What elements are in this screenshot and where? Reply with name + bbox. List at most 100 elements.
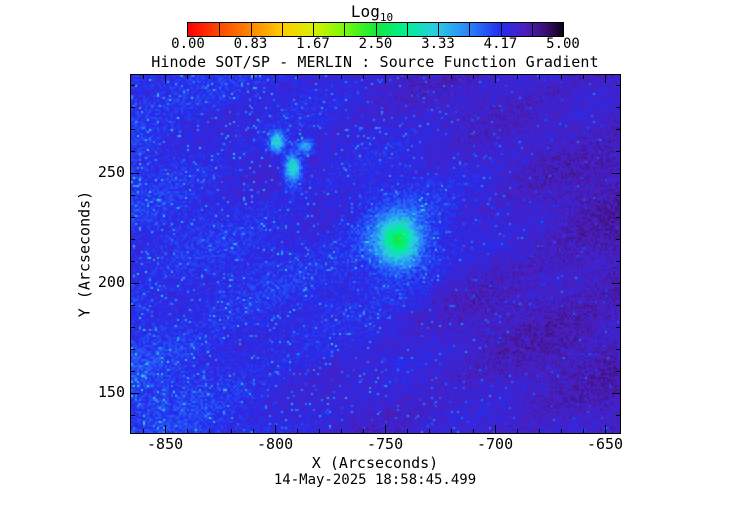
colorbar-tick	[219, 23, 221, 36]
y-tick	[131, 239, 135, 240]
y-tick	[616, 217, 620, 218]
y-tick	[131, 393, 139, 394]
y-tick-label: 200	[97, 272, 125, 291]
colorbar-tick	[344, 23, 346, 36]
colorbar-tick	[313, 23, 314, 36]
y-tick	[616, 349, 620, 350]
x-tick	[275, 75, 276, 83]
observation-timestamp: 14-May-2025 18:58:45.499	[273, 472, 477, 488]
y-tick	[131, 151, 135, 152]
x-tick	[385, 75, 386, 83]
x-tick	[583, 429, 584, 433]
x-tick	[583, 75, 584, 79]
x-tick	[231, 429, 232, 433]
x-tick	[517, 429, 518, 433]
colorbar-tick-label: 0.00	[171, 36, 205, 52]
x-tick	[209, 429, 210, 433]
colorbar-tick	[531, 23, 533, 36]
x-tick	[253, 429, 254, 433]
y-tick-label: 250	[97, 162, 125, 181]
x-tick	[605, 75, 606, 83]
y-tick-label: 150	[97, 382, 125, 401]
colorbar-tick	[500, 23, 502, 36]
x-tick	[297, 429, 298, 433]
x-tick	[341, 429, 342, 433]
x-tick	[187, 429, 188, 433]
y-tick	[612, 173, 620, 174]
x-tick	[429, 429, 430, 433]
colorbar-tick-label: 2.50	[358, 36, 393, 52]
y-tick	[616, 151, 620, 152]
x-tick	[341, 75, 342, 79]
x-tick	[473, 429, 474, 433]
y-tick	[616, 371, 620, 372]
x-tick	[605, 425, 606, 433]
solar-map-image	[131, 75, 620, 433]
x-tick	[319, 429, 320, 433]
colorbar-tick	[438, 23, 439, 36]
x-tick	[561, 75, 562, 79]
x-tick	[209, 75, 210, 79]
x-tick	[473, 75, 474, 79]
y-tick	[131, 107, 135, 108]
x-tick	[143, 429, 144, 433]
x-tick-label: -800	[257, 435, 294, 453]
x-axis-label: X (Arcseconds)	[311, 454, 439, 472]
x-tick	[451, 429, 452, 433]
x-tick	[297, 75, 298, 79]
x-tick-label: -700	[476, 435, 514, 453]
y-tick	[131, 305, 135, 306]
colorbar-title-sub: 10	[379, 11, 394, 25]
plot-frame	[130, 74, 621, 434]
y-tick	[131, 173, 139, 174]
x-tick	[517, 75, 518, 79]
y-tick	[131, 349, 135, 350]
y-tick	[616, 415, 620, 416]
colorbar-tick-label: 5.00	[546, 36, 580, 52]
y-tick	[131, 85, 135, 86]
colorbar-tick	[406, 23, 408, 36]
colorbar-tick	[250, 23, 252, 36]
y-tick	[131, 415, 135, 416]
x-tick	[495, 425, 496, 433]
x-tick	[407, 75, 408, 79]
colorbar-tick	[469, 23, 471, 36]
colorbar-title-main: Log	[350, 2, 380, 21]
y-tick	[612, 393, 620, 394]
colorbar-tick-label: 4.17	[483, 36, 518, 52]
colorbar-tick-label: 1.67	[296, 36, 330, 52]
y-tick	[131, 129, 135, 130]
x-tick-label: -850	[147, 435, 184, 453]
x-tick	[385, 425, 386, 433]
x-tick	[253, 75, 254, 79]
y-tick	[616, 239, 620, 240]
plot-title: Hinode SOT/SP - MERLIN : Source Function…	[151, 53, 599, 71]
colorbar-tick	[375, 23, 377, 36]
x-tick-label: -750	[367, 435, 404, 453]
colorbar-gradient	[187, 22, 564, 37]
y-tick	[616, 305, 620, 306]
y-tick	[616, 107, 620, 108]
x-tick	[319, 75, 320, 79]
x-tick	[451, 75, 452, 79]
y-tick	[612, 283, 620, 284]
x-tick	[407, 429, 408, 433]
x-tick	[539, 429, 540, 433]
x-tick-label: -650	[586, 435, 624, 453]
y-tick	[131, 195, 135, 196]
x-tick	[165, 75, 166, 83]
y-tick	[131, 217, 135, 218]
colorbar-tick	[281, 23, 283, 36]
y-tick	[616, 129, 620, 130]
y-tick	[131, 327, 135, 328]
y-tick	[616, 85, 620, 86]
y-tick	[131, 371, 135, 372]
y-tick	[616, 327, 620, 328]
colorbar-tick-label: 0.83	[233, 36, 268, 52]
y-tick	[616, 195, 620, 196]
x-tick	[495, 75, 496, 83]
x-tick	[363, 429, 364, 433]
x-tick	[275, 425, 276, 433]
colorbar-title: Log10	[351, 3, 393, 26]
